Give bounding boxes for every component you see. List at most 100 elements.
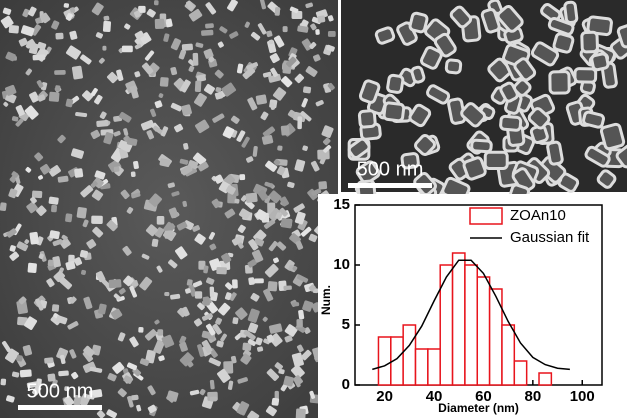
particle [79, 250, 89, 259]
particle [175, 246, 188, 260]
particle [129, 285, 138, 298]
particle [32, 385, 42, 396]
particle [293, 375, 303, 385]
particle [419, 45, 443, 70]
particle [180, 79, 191, 93]
particle [194, 80, 202, 93]
particle [153, 0, 159, 6]
particle [8, 188, 18, 199]
particle [295, 240, 304, 250]
particle [266, 30, 273, 38]
particle [291, 364, 305, 379]
particle [256, 346, 264, 352]
particle [237, 224, 246, 233]
particle [183, 142, 189, 150]
histogram-chart: 0 5 10 15 20 40 60 80 100 Diameter (nm) Num. ZOAn10… [319, 196, 603, 415]
particle [302, 300, 314, 312]
particle [166, 395, 175, 403]
particle [309, 41, 317, 50]
particle [153, 125, 163, 134]
particle [126, 137, 138, 146]
particle [60, 354, 66, 365]
particle [247, 322, 259, 334]
particle [296, 319, 303, 328]
particle [289, 6, 299, 14]
particle [305, 66, 318, 77]
particle [3, 101, 9, 107]
particle [199, 388, 206, 396]
particle [582, 110, 605, 129]
particle [36, 205, 47, 216]
particle [48, 165, 61, 177]
particle [599, 122, 626, 151]
particle [139, 358, 150, 366]
particle [54, 85, 61, 92]
particle [291, 302, 300, 307]
particle [51, 204, 58, 213]
bar [402, 324, 417, 386]
particle [242, 342, 252, 351]
y-tick-label: 10 [333, 256, 350, 273]
particle [148, 193, 162, 207]
particle [297, 25, 309, 33]
particle [275, 212, 283, 220]
particle [308, 233, 318, 243]
particle [283, 375, 294, 387]
particle [113, 130, 121, 137]
particle [117, 139, 133, 153]
particle [179, 352, 194, 367]
particle [11, 171, 19, 178]
scale-label: 500 nm [27, 380, 94, 402]
particle [326, 44, 335, 52]
particle [129, 336, 139, 348]
fit-line [372, 259, 570, 371]
particle [247, 338, 257, 346]
particle [279, 196, 289, 207]
particle [69, 296, 77, 304]
particle [317, 15, 326, 23]
particle [216, 267, 227, 275]
particle [302, 145, 308, 151]
particle [240, 195, 248, 202]
particle [129, 85, 139, 99]
particle [61, 234, 68, 241]
particle [126, 362, 138, 371]
particle [0, 378, 7, 386]
particle [64, 386, 70, 392]
particle [232, 317, 239, 325]
particle [248, 239, 259, 251]
particle [112, 361, 125, 374]
particle [298, 309, 305, 320]
particle [265, 405, 277, 417]
particle [192, 280, 203, 288]
particle [157, 329, 164, 336]
particle [22, 8, 30, 18]
particle [280, 217, 293, 229]
particle [80, 185, 94, 198]
particle [91, 189, 104, 201]
particle [586, 15, 613, 37]
particle [318, 181, 328, 190]
particle [121, 45, 133, 53]
particle [98, 303, 107, 315]
particle [227, 0, 238, 12]
particle [133, 10, 141, 18]
particle [255, 337, 263, 346]
particle [185, 288, 191, 294]
particle [178, 49, 187, 60]
particle [139, 276, 153, 291]
particle [194, 233, 206, 245]
particle [294, 73, 305, 84]
particle [221, 82, 237, 97]
particle [310, 160, 320, 172]
particle [267, 281, 278, 292]
particle [266, 334, 275, 343]
particle [134, 37, 145, 48]
particle [65, 213, 73, 223]
particle [70, 148, 84, 159]
particle [192, 52, 199, 66]
particle [110, 308, 123, 320]
scale-bar [348, 183, 432, 188]
particle [295, 408, 306, 418]
